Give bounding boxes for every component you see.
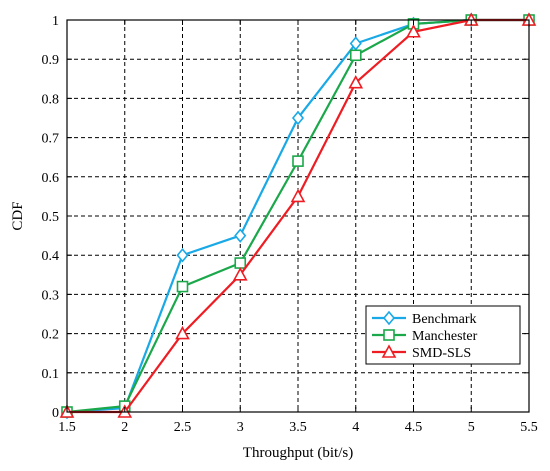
y-tick-label: 0.4 [42, 249, 60, 264]
data-point-benchmark [234, 228, 247, 243]
data-point-manchester [234, 257, 247, 269]
data-point-smd-sls [232, 267, 248, 281]
y-tick-label: 0.9 [42, 53, 60, 68]
y-tick-label: 0.6 [42, 171, 60, 186]
legend-swatch-marker [382, 310, 396, 326]
y-tick-label: 0.7 [42, 132, 60, 147]
y-tick-label: 0.2 [42, 328, 60, 343]
x-tick-label: 5.5 [520, 420, 538, 435]
x-tick-label: 1.5 [58, 420, 76, 435]
y-tick-label: 0.3 [42, 288, 60, 303]
legend-item-benchmark: Benchmark [372, 310, 477, 327]
tick-layer: 1.5 2 2.5 3 3.5 4 4.5 5 5.5 0 0.1 0.2 0.3 0.4 0.5 0.6 0.… [42, 14, 538, 435]
y-tick-label: 1 [52, 14, 59, 29]
x-axis-title: Throughput (bit/s) [243, 445, 353, 461]
y-axis-title: CDF [10, 201, 26, 230]
y-tick-label: 0 [52, 406, 59, 421]
x-tick-label: 3.5 [289, 420, 307, 435]
data-point-manchester [349, 49, 362, 62]
legend-swatch-marker [383, 329, 395, 341]
legend-label: Benchmark [412, 312, 477, 327]
x-tick-label: 5 [468, 420, 475, 435]
legend: Benchmark Manchester SMD-SLS [365, 305, 521, 365]
data-point-smd-sls [175, 325, 190, 340]
y-tick-label: 0.5 [42, 210, 60, 225]
data-point-manchester [292, 155, 304, 167]
legend-item-smd-sls: SMD-SLS [372, 344, 471, 361]
y-tick-label: 0.8 [42, 92, 60, 107]
legend-label: SMD-SLS [412, 346, 471, 361]
legend-swatch-marker [381, 344, 397, 358]
series-layer [59, 12, 537, 420]
x-tick-label: 4.5 [405, 420, 423, 435]
x-tick-label: 2.5 [174, 420, 192, 435]
data-point-benchmark [291, 110, 305, 126]
x-tick-label: 4 [352, 420, 359, 435]
y-tick-label: 0.1 [42, 367, 60, 382]
legend-item-manchester: Manchester [372, 329, 478, 344]
data-point-smd-sls [348, 75, 364, 89]
x-tick-label: 2 [121, 420, 128, 435]
data-point-benchmark [176, 247, 189, 263]
data-point-manchester [176, 280, 189, 293]
data-point-smd-sls [406, 24, 421, 38]
legend-label: Manchester [412, 329, 478, 344]
grid-layer [67, 20, 529, 412]
data-point-smd-sls [290, 188, 306, 203]
x-tick-label: 3 [237, 420, 244, 435]
